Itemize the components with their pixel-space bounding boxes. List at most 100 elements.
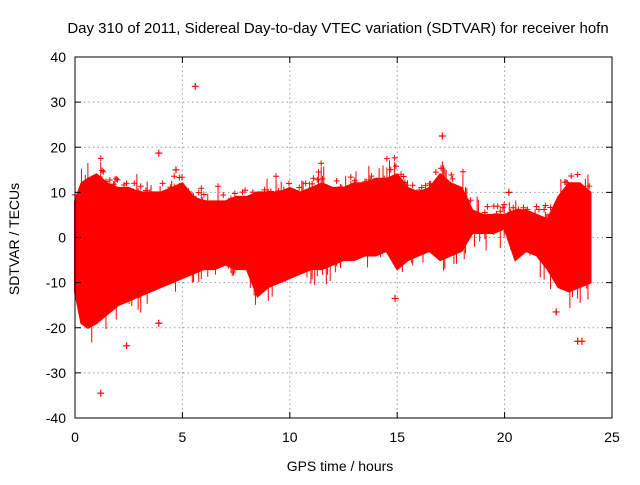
data-cloud — [72, 154, 593, 343]
data-point — [318, 160, 325, 167]
data-point — [178, 174, 185, 181]
outlier-point — [505, 188, 513, 196]
data-point — [499, 204, 506, 211]
data-point — [547, 204, 554, 211]
data-point — [520, 204, 527, 211]
data-point — [337, 183, 344, 190]
data-point — [309, 180, 316, 187]
y-tick-label: -30 — [46, 365, 66, 381]
y-tick-label: 0 — [58, 230, 66, 246]
data-point — [494, 203, 501, 210]
data-point — [131, 180, 138, 187]
outlier-point — [123, 342, 131, 350]
data-point — [310, 175, 317, 182]
data-point — [497, 208, 504, 215]
x-tick-label: 5 — [179, 429, 187, 445]
data-point — [319, 175, 326, 182]
data-point — [586, 183, 593, 190]
chart-title: Day 310 of 2011, Sidereal Day-to-day VTE… — [67, 20, 608, 37]
data-point — [198, 185, 205, 192]
data-point — [227, 195, 234, 202]
data-point — [367, 176, 374, 183]
data-point — [533, 203, 540, 210]
data-point — [403, 182, 410, 189]
data-point — [427, 180, 434, 187]
data-point — [261, 186, 268, 193]
data-point — [416, 187, 423, 194]
data-point — [97, 155, 104, 162]
data-point — [249, 189, 256, 196]
data-point — [265, 189, 272, 196]
data-point — [409, 182, 416, 189]
data-point — [432, 169, 439, 176]
y-axis-label: SDTVAR / TECUs — [6, 183, 22, 295]
data-point — [459, 168, 466, 175]
y-tick-label: 10 — [50, 184, 66, 200]
y-tick-label: 20 — [50, 139, 66, 155]
data-point — [493, 210, 500, 217]
data-point — [99, 167, 106, 174]
data-point — [368, 173, 375, 180]
y-tick-label: -40 — [46, 410, 66, 426]
data-point — [481, 209, 488, 216]
data-point — [401, 179, 408, 186]
data-point — [135, 188, 142, 195]
data-point — [159, 180, 166, 187]
data-point — [391, 154, 398, 161]
data-point — [381, 175, 388, 182]
data-point — [542, 202, 549, 209]
data-point — [422, 182, 429, 189]
data-point — [275, 187, 282, 194]
outlier-point — [438, 132, 446, 140]
data-point — [285, 180, 292, 187]
data-point — [351, 177, 358, 184]
data-point — [387, 166, 394, 173]
y-tick-label: 30 — [50, 94, 66, 110]
y-tick-label: -20 — [46, 320, 66, 336]
data-point — [333, 177, 340, 184]
data-point — [167, 184, 174, 191]
data-point — [449, 175, 456, 182]
data-point — [400, 173, 407, 180]
outlier-point — [97, 389, 105, 397]
data-point — [273, 173, 280, 180]
y-tick-label: -10 — [46, 275, 66, 291]
data-point — [568, 172, 575, 179]
data-point — [231, 190, 238, 197]
data-point — [438, 165, 445, 172]
data-point — [467, 197, 474, 204]
data-point — [347, 174, 354, 181]
outlier-point — [578, 337, 586, 345]
data-point — [123, 180, 130, 187]
data-point — [190, 193, 197, 200]
data-point — [383, 155, 390, 162]
data-point — [296, 184, 303, 191]
x-tick-label: 10 — [282, 429, 298, 445]
data-point — [361, 178, 368, 185]
outlier-point — [191, 82, 199, 90]
data-point — [510, 204, 517, 211]
data-point — [392, 163, 399, 170]
x-tick-label: 0 — [71, 429, 79, 445]
data-point — [524, 206, 531, 213]
x-tick-label: 15 — [389, 429, 405, 445]
x-tick-label: 25 — [604, 429, 620, 445]
data-point — [100, 168, 107, 175]
data-point — [465, 198, 472, 205]
data-point — [501, 201, 508, 208]
data-point — [315, 168, 322, 175]
data-point — [535, 206, 542, 213]
data-point — [146, 189, 153, 196]
x-axis-label: GPS time / hours — [287, 458, 394, 474]
y-tick-label: 40 — [50, 49, 66, 65]
outlier-point — [155, 149, 163, 157]
data-point — [574, 171, 581, 178]
data-point — [110, 181, 117, 188]
data-point — [106, 177, 113, 184]
data-point — [113, 175, 120, 182]
data-point — [267, 188, 274, 195]
data-point — [563, 179, 570, 186]
data-point — [220, 192, 227, 199]
data-point — [338, 184, 345, 191]
